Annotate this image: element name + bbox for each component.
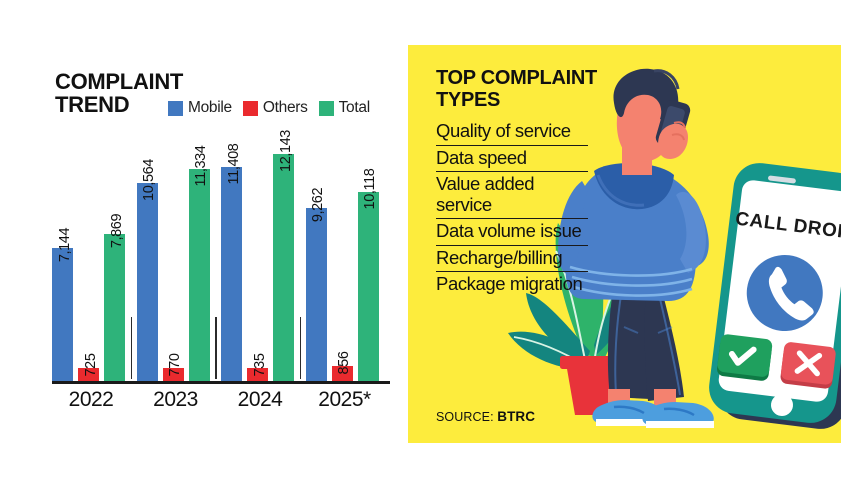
chart-legend: Mobile Others Total [168,99,370,117]
list-item: Quality of service [436,119,588,146]
bar-others-2023[interactable]: 770 [162,130,184,382]
x-axis-label-2023: 2023 [153,388,198,411]
legend-swatch-mobile [168,100,183,116]
legend-item-total: Total [318,99,371,117]
legend-item-mobile: Mobile [168,99,232,117]
bar-others-2025[interactable]: 856 [331,130,353,382]
list-item: Value added service [436,172,588,219]
complaint-type-label: Quality of service [436,120,571,141]
bar-value-label: 735 [251,353,268,377]
bar-value-label: 7,869 [108,213,125,249]
x-axis-label-2022: 2022 [68,388,114,411]
bar-others-2022[interactable]: 725 [78,130,99,382]
bar-group-bars: 7,144 725 7,869 [52,130,130,382]
bar-value-label: 770 [167,353,183,377]
complaint-trend-chart-panel: COMPLAINT TREND Mobile Others Total 7,14… [0,0,400,484]
complaint-type-label: Value added service [436,173,535,215]
chart-title: COMPLAINT TREND [55,69,184,117]
bar-value-label: 856 [336,351,352,375]
bar-value-label: 11,408 [225,143,242,185]
x-axis-label-2024: 2024 [237,388,283,411]
complaint-type-label: Data speed [436,146,527,168]
hand [658,123,688,159]
bar-mobile-2024[interactable]: 11,408 [221,130,242,382]
illustration-svg: CALL DROP [508,68,841,429]
bar-mobile-2022[interactable]: 7,144 [52,130,73,382]
bar-group-2022: 7,144 725 7,869 [52,130,130,382]
legend-item-others: Others [242,99,308,117]
bar-value-label: 10,118 [362,168,378,210]
complaint-types-title: TOP COMPLAINT TYPES [436,67,597,111]
bar-rect [188,169,210,382]
x-icon [794,350,823,377]
legend-label-others: Others [262,99,308,116]
bar-mobile-2025[interactable]: 9,262 [305,130,327,382]
complaint-type-label: Recharge/billing [436,246,563,268]
legend-swatch-total [318,100,334,116]
group-divider [215,317,217,379]
bar-rect [247,368,268,382]
x-axis-label-2025: 2025* [318,388,371,411]
group-divider [130,317,133,379]
bar-rect [305,208,327,382]
bar-rect [273,154,294,382]
check-icon [728,346,757,366]
list-item: Data speed [436,146,588,172]
bar-rect [136,183,158,382]
bar-rect [331,366,353,382]
bar-group-2024: 11,408 735 12,143 [221,130,299,382]
list-item: Package migration [436,272,588,298]
bar-rect [357,192,379,382]
top-complaint-types-panel: CALL DROP [408,45,841,443]
bar-total-2024[interactable]: 12,143 [273,130,294,382]
bar-rect [52,248,73,382]
bar-group-bars: 11,408 735 12,143 [221,130,299,382]
bar-others-2024[interactable]: 735 [247,130,268,382]
chart-plot-area: 7,144 725 7,869 10,564 770 11,334 11,408 735 12,… [52,130,390,382]
chart-baseline-axis [52,381,390,384]
legend-swatch-others [242,100,258,116]
person-on-phone-illustration [558,68,714,428]
bar-value-label: 725 [82,353,99,377]
bar-group-bars: 9,262 856 10,118 [305,130,384,382]
smartphone-graphic: CALL DROP [709,163,841,429]
legend-label-total: Total [338,99,371,116]
hair [613,68,679,121]
complaint-types-list: Quality of service Data speed Value adde… [436,119,588,298]
bar-group-2025: 9,262 856 10,118 [305,130,384,382]
bar-rect [221,167,242,382]
bar-group-bars: 10,564 770 11,334 [136,130,215,382]
bar-total-2023[interactable]: 11,334 [188,130,210,382]
legend-label-mobile: Mobile [188,99,232,116]
bar-total-2025[interactable]: 10,118 [357,130,379,382]
bar-value-label: 12,143 [277,130,294,172]
bar-value-label: 7,144 [56,227,73,263]
source-value: BTRC [497,409,536,424]
hoodie-body [565,165,696,301]
complaint-type-label: Data volume issue [436,220,582,241]
bar-rect [162,368,184,382]
bar-value-label: 9,262 [310,187,326,223]
complaint-type-label: Package migration [436,273,583,294]
source-attribution: SOURCE: BTRC [436,409,535,424]
call-drop-illustration: CALL DROP [408,45,841,443]
bar-total-2022[interactable]: 7,869 [104,130,125,382]
source-label: SOURCE: [436,410,494,424]
bar-value-label: 11,334 [193,145,209,187]
group-divider [299,317,302,379]
bar-group-2023: 10,564 770 11,334 [136,130,215,382]
bar-mobile-2023[interactable]: 10,564 [136,130,158,382]
bar-value-label: 10,564 [141,159,157,201]
bar-rect [104,234,125,382]
list-item: Recharge/billing [436,246,588,272]
bar-rect [78,368,99,382]
list-item: Data volume issue [436,219,588,246]
